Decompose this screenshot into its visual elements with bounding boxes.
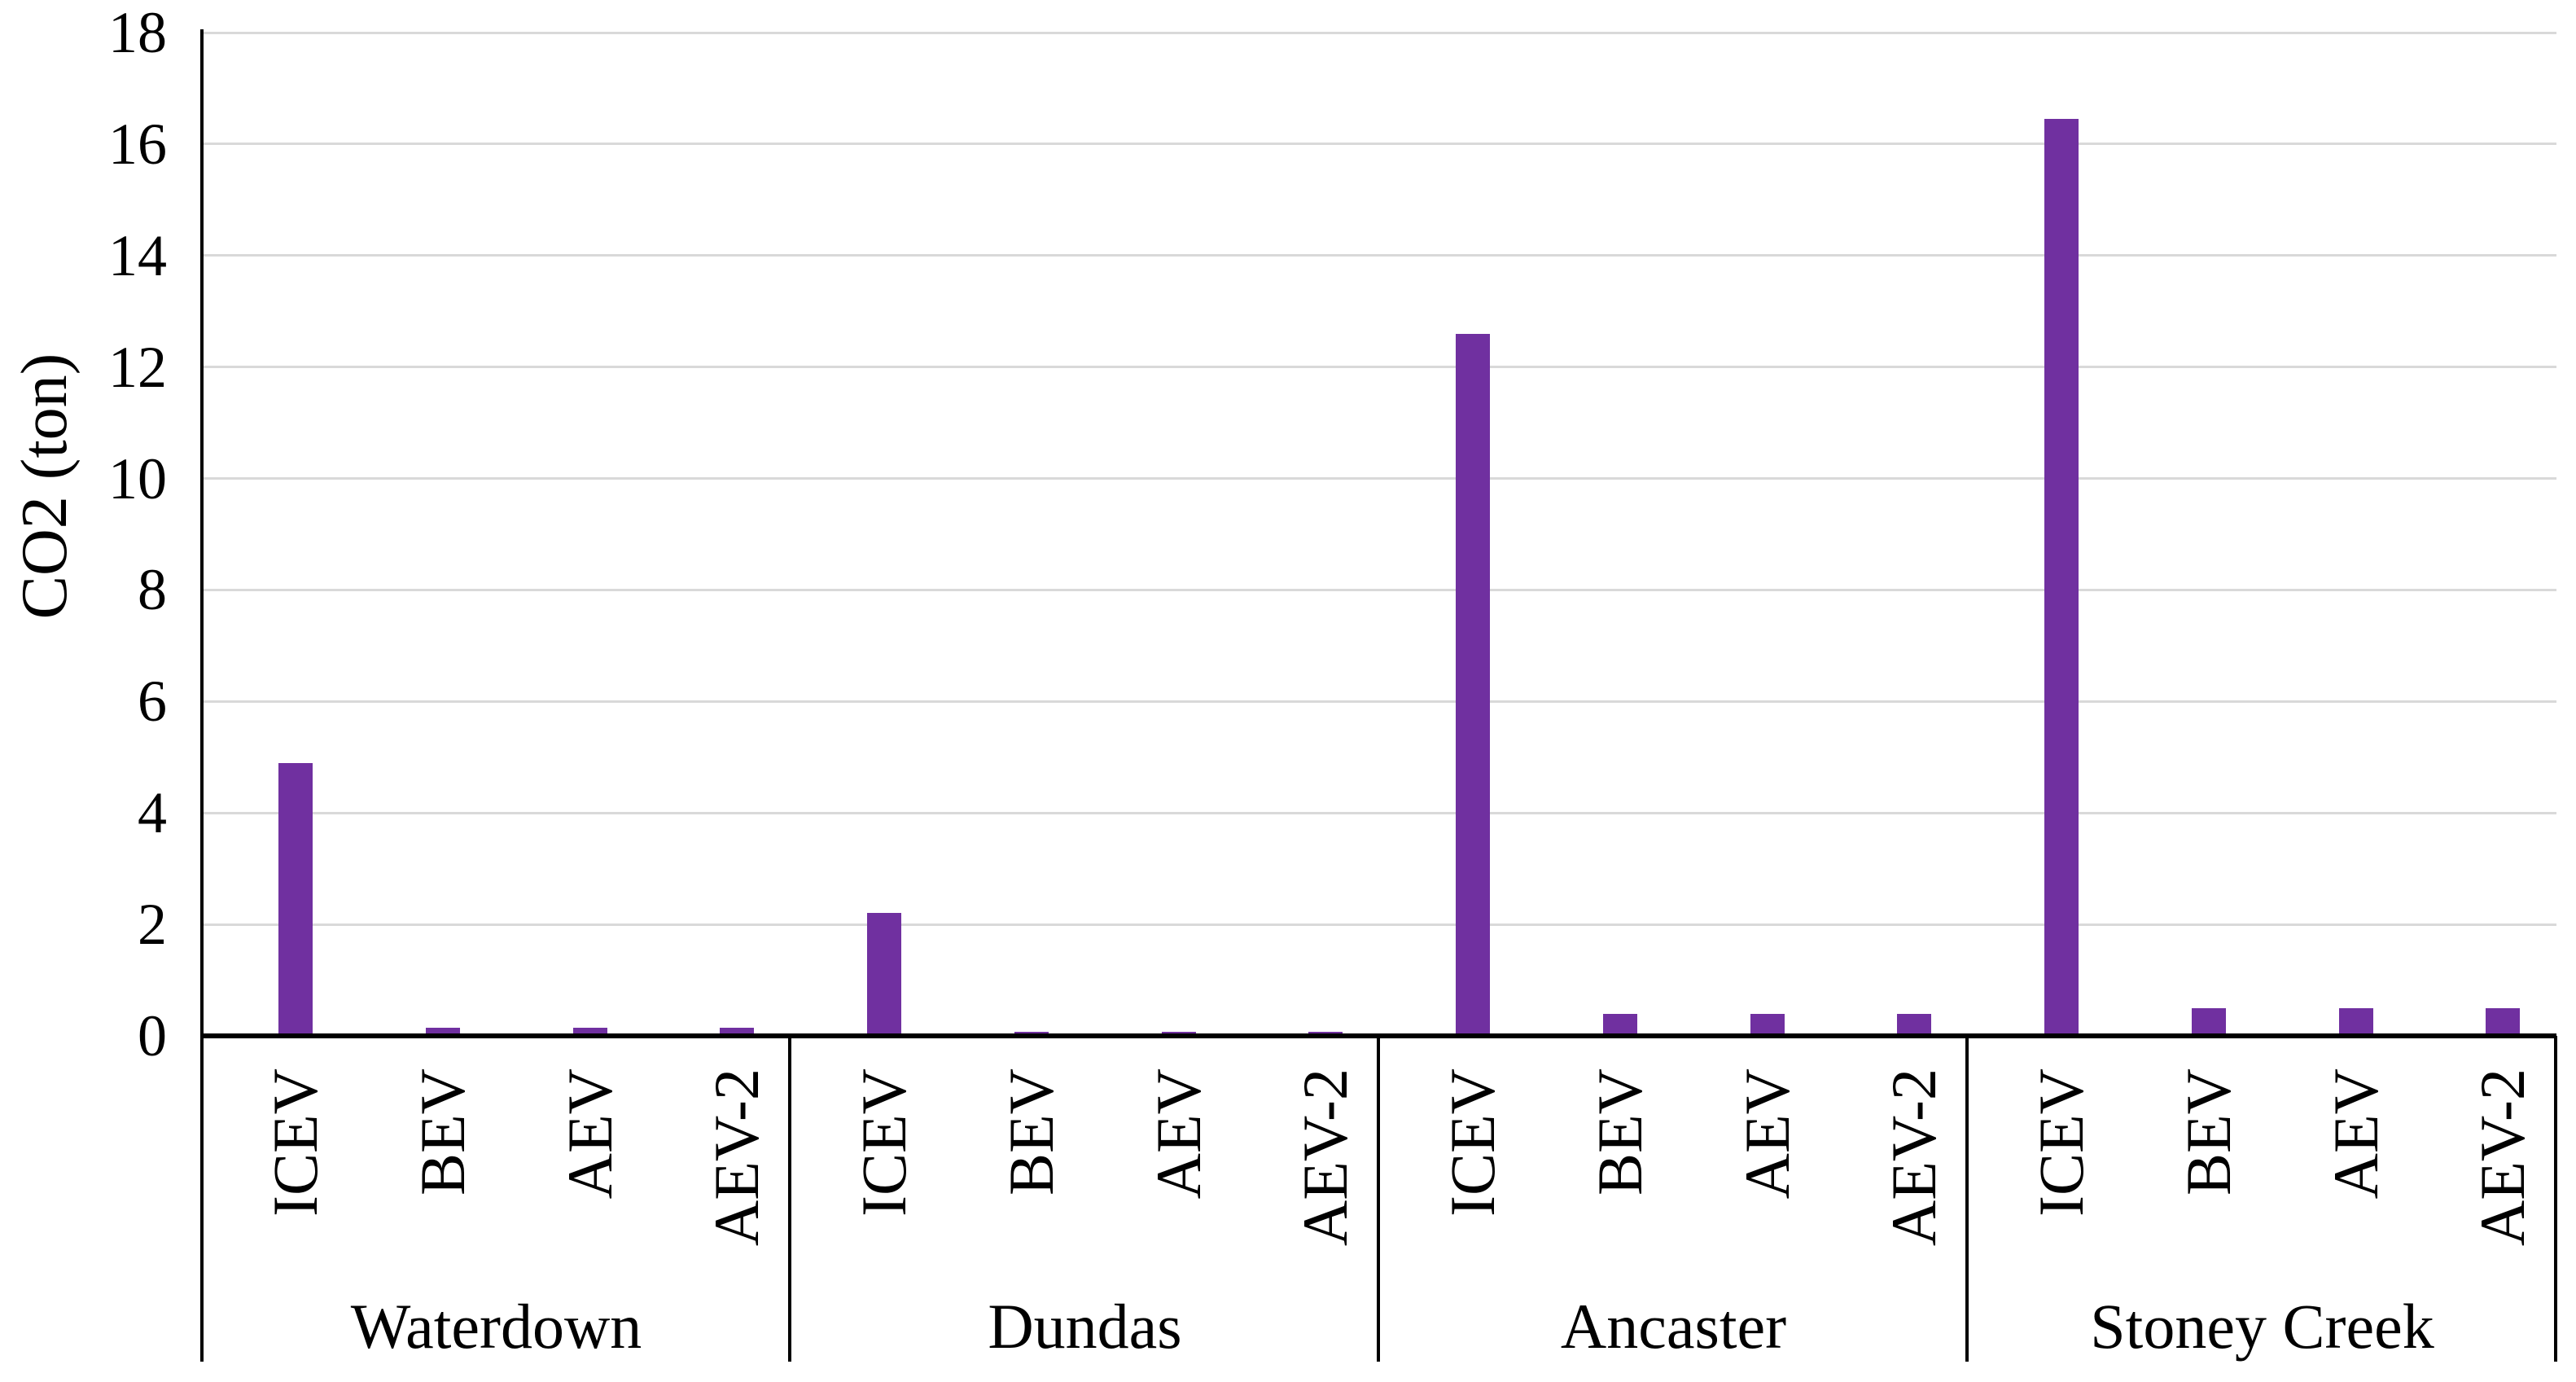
- group-divider-line: [788, 1036, 791, 1362]
- bar-icev-ancaster: [1456, 334, 1490, 1036]
- bar-icev-dundas: [867, 913, 901, 1036]
- bar-bev-stoney-creek: [2192, 1008, 2226, 1036]
- y-axis-tick-label: 10: [108, 446, 167, 511]
- group-label: Ancaster: [1560, 1291, 1787, 1362]
- gridline: [202, 366, 2556, 368]
- gridline: [202, 477, 2556, 480]
- y-axis-tick-label: 14: [108, 223, 167, 288]
- bar-aev-2-ancaster: [1897, 1014, 1931, 1036]
- y-axis-tick-label: 18: [108, 0, 167, 65]
- y-axis-tick-label: 0: [138, 1003, 167, 1068]
- group-label: Dundas: [988, 1291, 1182, 1362]
- category-label: AEV-2: [701, 1068, 772, 1247]
- y-axis-tick-label: 8: [138, 557, 167, 622]
- category-label: AEV: [1732, 1068, 1803, 1200]
- group-divider-line: [1965, 1036, 1969, 1362]
- gridline: [202, 924, 2556, 926]
- gridline: [202, 700, 2556, 703]
- category-label: BEV: [407, 1068, 478, 1196]
- y-axis-tick-label: 12: [108, 335, 167, 400]
- bar-aev-waterdown: [573, 1028, 607, 1036]
- gridline: [202, 143, 2556, 145]
- category-label: ICEV: [2026, 1068, 2096, 1217]
- category-label: BEV: [996, 1068, 1067, 1196]
- group-divider-line: [1377, 1036, 1380, 1362]
- bar-bev-waterdown: [426, 1028, 460, 1036]
- gridline: [202, 812, 2556, 814]
- y-axis-tick-label: 2: [138, 892, 167, 957]
- group-label: Waterdown: [350, 1291, 642, 1362]
- category-label: AEV-2: [1290, 1068, 1360, 1247]
- y-axis-tick-label: 6: [138, 669, 167, 734]
- category-label: AEV: [2320, 1068, 2391, 1200]
- bar-aev-2-stoney-creek: [2486, 1008, 2520, 1036]
- y-axis-tick-label: 4: [138, 780, 167, 845]
- category-label: AEV-2: [2467, 1068, 2538, 1247]
- group-label: Stoney Creek: [2090, 1291, 2434, 1362]
- category-label: BEV: [2173, 1068, 2244, 1196]
- category-label: AEV: [554, 1068, 625, 1200]
- y-axis-line: [200, 29, 204, 1362]
- bar-aev-stoney-creek: [2339, 1008, 2373, 1036]
- bar-aev-ancaster: [1750, 1014, 1785, 1036]
- y-axis-tick-label: 16: [108, 112, 167, 177]
- bar-icev-stoney-creek: [2044, 119, 2079, 1036]
- bar-aev-2-waterdown: [720, 1028, 754, 1036]
- group-divider-line: [2554, 1036, 2557, 1362]
- category-label: ICEV: [260, 1068, 331, 1217]
- category-label: AEV-2: [1878, 1068, 1949, 1247]
- category-label: AEV: [1143, 1068, 1214, 1200]
- bar-icev-waterdown: [278, 763, 313, 1036]
- category-label: BEV: [1584, 1068, 1655, 1196]
- gridline: [202, 589, 2556, 591]
- gridline: [202, 254, 2556, 257]
- category-label: ICEV: [1437, 1068, 1508, 1217]
- bar-bev-ancaster: [1603, 1014, 1637, 1036]
- gridline: [202, 32, 2556, 34]
- category-label: ICEV: [848, 1068, 919, 1217]
